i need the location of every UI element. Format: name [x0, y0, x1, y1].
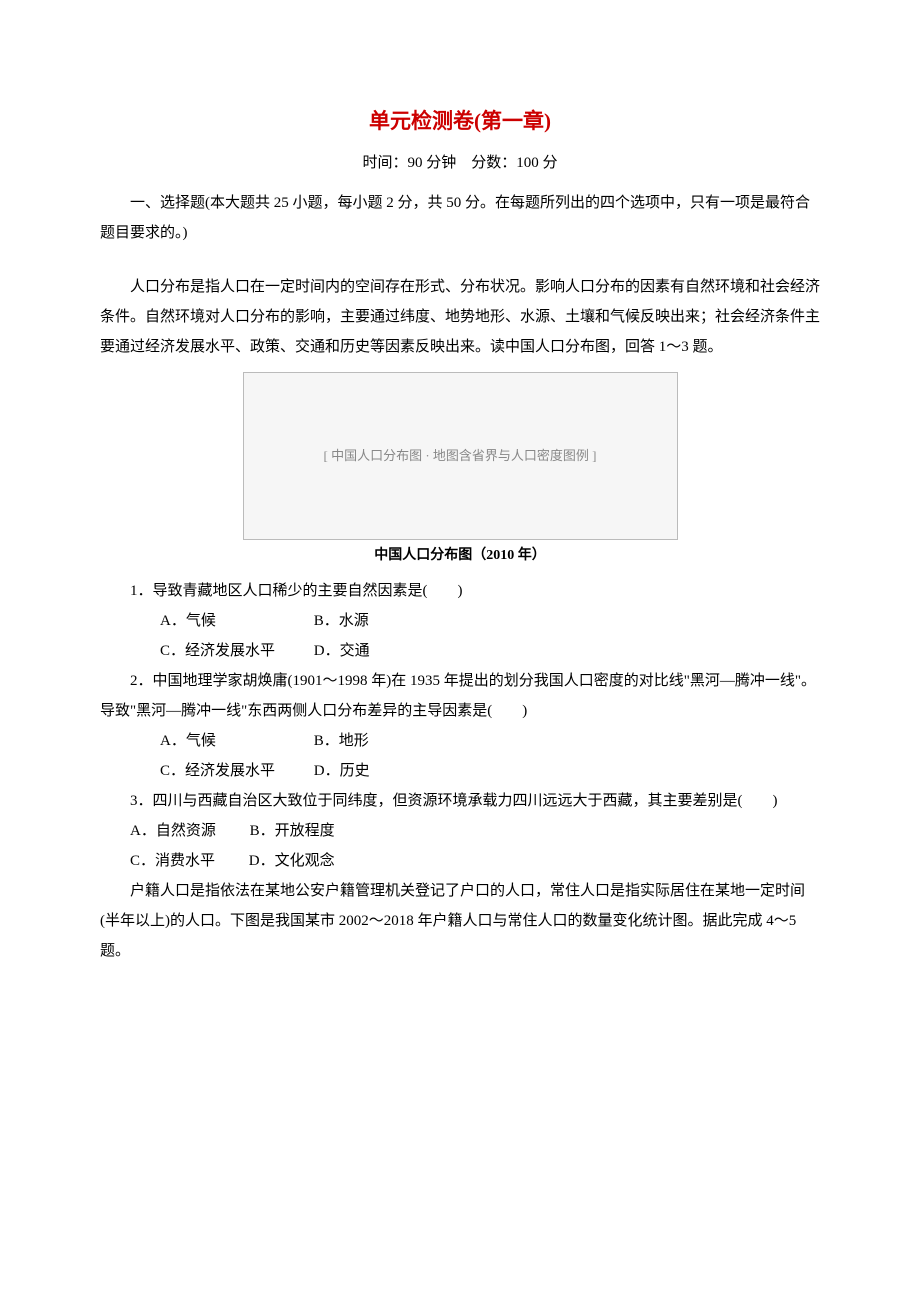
q3-opt-d: D．文化观念 [249, 853, 335, 869]
q2-opts-line1: A．气候 B．地形 [100, 726, 820, 756]
q3-opt-b: B．开放程度 [250, 823, 335, 839]
document-title: 单元检测卷(第一章) [100, 100, 820, 142]
passage-1: 人口分布是指人口在一定时间内的空间存在形式、分布状况。影响人口分布的因素有自然环… [100, 272, 820, 362]
q3-opts-line2: C．消费水平 D．文化观念 [100, 846, 820, 876]
document-page: 单元检测卷(第一章) 时间：90 分钟 分数：100 分 一、选择题(本大题共 … [0, 0, 920, 1026]
q2-stem: 2．中国地理学家胡焕庸(1901～1998 年)在 1935 年提出的划分我国人… [100, 666, 820, 726]
q1-opt-b: B．水源 [284, 606, 434, 636]
q1-opt-d: D．交通 [284, 636, 434, 666]
q2-opt-b: B．地形 [284, 726, 434, 756]
q2-opt-c: C．经济发展水平 [130, 756, 280, 786]
q3-opts-line1: A．自然资源 B．开放程度 [100, 816, 820, 846]
q1-opt-c: C．经济发展水平 [130, 636, 280, 666]
q2-opt-d: D．历史 [284, 756, 434, 786]
timing-line: 时间：90 分钟 分数：100 分 [100, 148, 820, 178]
q2-opt-a: A．气候 [130, 726, 280, 756]
q3-opt-a: A．自然资源 [130, 823, 216, 839]
q1-stem: 1．导致青藏地区人口稀少的主要自然因素是( ) [100, 576, 820, 606]
map-placeholder: [ 中国人口分布图 · 地图含省界与人口密度图例 ] [243, 372, 678, 540]
figure-1: [ 中国人口分布图 · 地图含省界与人口密度图例 ] 中国人口分布图（2010 … [100, 372, 820, 570]
section-instructions: 一、选择题(本大题共 25 小题，每小题 2 分，共 50 分。在每题所列出的四… [100, 188, 820, 248]
q3-opt-c: C．消费水平 [130, 853, 215, 869]
q1-opts-line2: C．经济发展水平 D．交通 [100, 636, 820, 666]
q3-stem: 3．四川与西藏自治区大致位于同纬度，但资源环境承载力四川远远大于西藏，其主要差别… [100, 786, 820, 816]
q1-opts-line1: A．气候 B．水源 [100, 606, 820, 636]
q1-opt-a: A．气候 [130, 606, 280, 636]
figure-1-caption: 中国人口分布图（2010 年） [100, 542, 820, 570]
q2-opts-line2: C．经济发展水平 D．历史 [100, 756, 820, 786]
passage-2: 户籍人口是指依法在某地公安户籍管理机关登记了户口的人口，常住人口是指实际居住在某… [100, 876, 820, 966]
